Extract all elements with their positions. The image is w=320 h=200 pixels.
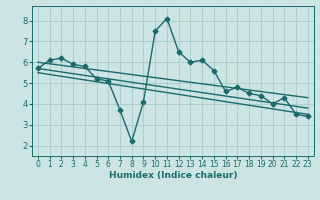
X-axis label: Humidex (Indice chaleur): Humidex (Indice chaleur): [108, 171, 237, 180]
